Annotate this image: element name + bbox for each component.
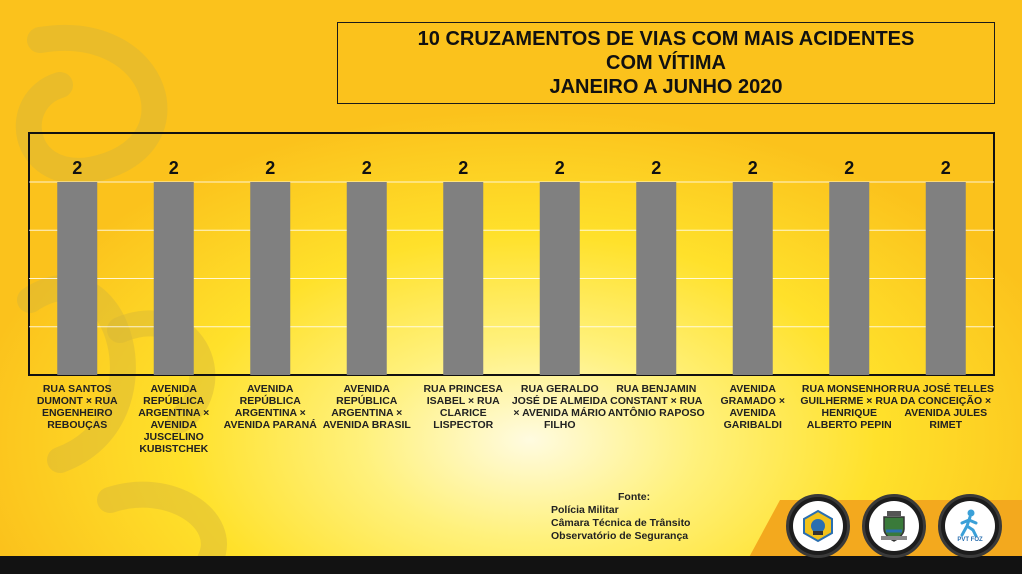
category-label: AVENIDA REPÚBLICA ARGENTINA × AVENIDA PA… <box>223 383 317 431</box>
bar <box>57 182 98 375</box>
plot-frame <box>28 132 995 376</box>
footer-band <box>0 556 1022 574</box>
coat-of-arms-logo <box>862 494 926 558</box>
chart-title-line-1: 10 CRUZAMENTOS DE VIAS COM MAIS ACIDENTE… <box>417 28 915 50</box>
bar <box>539 182 580 375</box>
category-label: AVENIDA REPÚBLICA ARGENTINA × AVENIDA JU… <box>138 383 210 455</box>
bar <box>636 182 677 375</box>
source-line-1: Polícia Militar <box>551 504 619 516</box>
category-label: AVENIDA GRAMADO × AVENIDA GARIBALDI <box>720 383 785 431</box>
source-line-2: Câmara Técnica de Trânsito <box>551 517 691 529</box>
pedestrian-icon <box>960 509 978 537</box>
bar <box>250 182 291 375</box>
source-line-3: Observatório de Segurança <box>551 530 689 542</box>
bar <box>829 182 870 375</box>
source-note: Fonte: Polícia Militar Câmara Técnica de… <box>551 491 690 543</box>
chart-title-line-2: COM VÍTIMA <box>606 52 726 74</box>
data-label: 2 <box>458 158 468 178</box>
category-label: RUA JOSÉ TELLES DA CONCEIÇÃO × AVENIDA J… <box>897 383 994 431</box>
bar <box>443 182 484 375</box>
category-label: RUA BENJAMIN CONSTANT × RUA ANTÔNIO RAPO… <box>607 383 705 419</box>
category-label: RUA PRINCESA ISABEL × RUA CLARICE LISPEC… <box>423 383 504 431</box>
city-emblem-logo <box>786 494 850 558</box>
chart-title: 10 CRUZAMENTOS DE VIAS COM MAIS ACIDENTE… <box>337 22 995 104</box>
coat-of-arms-icon <box>881 511 907 542</box>
data-label: 2 <box>169 158 179 178</box>
bar <box>732 182 773 375</box>
pvt-foz-caption: PVT FOZ <box>957 536 983 543</box>
bar-chart: 2 2 2 2 2 2 2 2 2 2 <box>28 132 995 376</box>
source-title: Fonte: <box>618 491 651 503</box>
category-label: AVENIDA REPÚBLICA ARGENTINA × AVENIDA BR… <box>322 383 411 431</box>
data-label: 2 <box>72 158 82 178</box>
data-label: 2 <box>941 158 951 178</box>
data-label: 2 <box>362 158 372 178</box>
category-label: RUA MONSENHOR GUILHERME × RUA HENRIQUE A… <box>800 383 899 431</box>
category-label: RUA SANTOS DUMONT × RUA ENGENHEIRO REBOU… <box>36 383 118 431</box>
data-label: 2 <box>844 158 854 178</box>
data-label: 2 <box>555 158 565 178</box>
data-label: 2 <box>748 158 758 178</box>
bar <box>153 182 194 375</box>
data-label: 2 <box>651 158 661 178</box>
pvt-foz-logo: PVT FOZ <box>938 494 1002 558</box>
data-label: 2 <box>265 158 275 178</box>
bar <box>346 182 387 375</box>
chart-title-line-3: JANEIRO A JUNHO 2020 <box>549 76 783 98</box>
bar <box>925 182 966 375</box>
category-label: RUA GERALDO JOSÉ DE ALMEIDA × AVENIDA MÁ… <box>511 383 608 431</box>
city-emblem-icon <box>803 509 833 543</box>
